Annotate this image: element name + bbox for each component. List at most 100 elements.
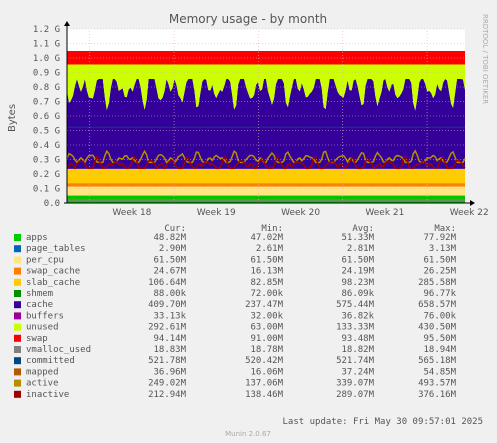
legend-swatch-mapped: [14, 368, 21, 376]
legend-value-cur: 33.13k: [153, 311, 186, 321]
legend-value-min: 18.78M: [250, 345, 283, 355]
x-tick-label: Week 22: [450, 208, 489, 218]
legend-value-cur: 212.94M: [148, 390, 187, 400]
legend-value-max: 26.25M: [423, 267, 456, 277]
y-tick-label: 0.7 G: [33, 98, 60, 108]
legend-value-min: 82.85M: [250, 278, 283, 288]
legend-value-cur: 249.02M: [148, 379, 187, 389]
area-unused: [67, 64, 465, 111]
legend-label-inactive: inactive: [26, 390, 69, 400]
legend-swatch-vmalloc-used: [14, 346, 21, 353]
legend-value-min: 72.00k: [250, 289, 283, 299]
legend-value-avg: 61.50M: [341, 255, 374, 265]
y-tick-label: 0.3 G: [33, 156, 60, 166]
x-tick-label: Week 20: [281, 208, 320, 218]
legend-value-min: 138.46M: [245, 390, 284, 400]
y-tick-label: 0.2 G: [33, 170, 60, 180]
legend-label-per-cpu: per_cpu: [26, 255, 64, 265]
legend-value-max: 376.16M: [418, 390, 457, 400]
legend-header-max: Max:: [434, 224, 456, 234]
chart-title: Memory usage - by month: [169, 12, 327, 26]
legend-value-cur: 88.00k: [153, 289, 186, 299]
legend-value-max: 54.85M: [423, 367, 456, 377]
legend-value-avg: 93.48M: [341, 334, 374, 344]
legend-label-shmem: shmem: [26, 289, 53, 299]
legend-label-apps: apps: [26, 233, 48, 243]
legend-value-min: 61.50M: [250, 255, 283, 265]
legend-value-max: 77.92M: [423, 233, 456, 243]
legend-value-max: 493.57M: [418, 379, 457, 389]
legend-value-cur: 36.96M: [153, 367, 186, 377]
legend-label-unused: unused: [26, 323, 59, 333]
legend-swatch-shmem: [14, 290, 21, 297]
legend-value-max: 430.50M: [418, 323, 457, 333]
legend-value-avg: 98.23M: [341, 278, 374, 288]
y-axis-arrow: [64, 21, 70, 26]
legend-label-vmalloc-used: vmalloc_used: [26, 345, 91, 355]
legend-swatch-buffers: [14, 312, 21, 320]
x-tick-label: Week 19: [197, 208, 236, 218]
legend-label-committed: committed: [26, 356, 75, 366]
legend-value-avg: 24.19M: [341, 267, 374, 277]
area-per-cpu: [67, 186, 465, 196]
y-tick-label: 1.0 G: [33, 54, 60, 64]
area-swap-cache: [67, 183, 465, 187]
legend-value-min: 91.00M: [250, 334, 283, 344]
legend-swatch-page-tables: [14, 245, 21, 253]
legend-value-min: 237.47M: [245, 300, 284, 310]
legend-value-max: 95.50M: [423, 334, 456, 344]
legend-value-avg: 339.07M: [336, 379, 375, 389]
x-tick-label: Week 18: [112, 208, 151, 218]
legend-label-page-tables: page_tables: [26, 244, 86, 254]
legend-value-min: 520.42M: [245, 356, 284, 366]
y-axis-ticks: 0.0 0.1 G 0.2 G 0.3 G 0.4 G 0.5 G 0.6 G 0.7 G 0.…: [33, 25, 60, 209]
area-slab-cache: [67, 168, 465, 184]
rrdtool-credit: RRDTOOL / TOBI OETIKER: [481, 14, 489, 104]
legend-value-min: 47.02M: [250, 233, 283, 243]
x-tick-label: Week 21: [365, 208, 404, 218]
legend-value-max: 76.00k: [423, 311, 456, 321]
legend: Cur: Min: Avg: Max: apps 48.82M 47.02M 51.3…: [14, 224, 457, 400]
legend-swatch-slab-cache: [14, 278, 21, 286]
legend-label-swap: swap: [26, 334, 48, 344]
legend-value-min: 32.00k: [250, 311, 283, 321]
legend-label-swap-cache: swap_cache: [26, 267, 80, 277]
legend-swatch-committed: [14, 357, 21, 365]
legend-value-cur: 24.67M: [153, 267, 186, 277]
legend-value-min: 63.00M: [250, 323, 283, 333]
legend-value-avg: 37.24M: [341, 367, 374, 377]
legend-label-slab-cache: slab_cache: [26, 278, 80, 288]
y-tick-label: 0.8 G: [33, 83, 60, 93]
legend-value-avg: 289.07M: [336, 390, 375, 400]
x-axis-arrow: [470, 200, 475, 206]
legend-swatch-apps: [14, 234, 21, 241]
legend-value-avg: 2.81M: [347, 244, 375, 254]
legend-value-cur: 106.64M: [148, 278, 187, 288]
legend-value-avg: 51.33M: [341, 233, 374, 243]
legend-value-avg: 133.33M: [336, 323, 375, 333]
legend-value-min: 2.61M: [256, 244, 284, 254]
legend-value-min: 137.06M: [245, 379, 284, 389]
legend-swatch-inactive: [14, 390, 21, 398]
legend-swatch-cache: [14, 301, 21, 309]
legend-header-min: Min:: [261, 224, 283, 234]
legend-swatch-swap-cache: [14, 267, 21, 275]
y-tick-label: 1.1 G: [33, 40, 60, 50]
legend-value-max: 658.57M: [418, 300, 457, 310]
y-tick-label: 1.2 G: [33, 25, 60, 35]
legend-header-cur: Cur:: [164, 224, 186, 234]
legend-value-max: 96.77k: [423, 289, 456, 299]
legend-label-mapped: mapped: [26, 367, 59, 377]
legend-label-cache: cache: [26, 300, 53, 310]
y-axis-label: Bytes: [7, 104, 18, 132]
legend-swatch-active: [14, 379, 21, 387]
legend-value-cur: 61.50M: [153, 255, 186, 265]
legend-value-cur: 48.82M: [153, 233, 186, 243]
legend-value-avg: 521.74M: [336, 356, 375, 366]
legend-value-cur: 2.90M: [159, 244, 187, 254]
legend-value-max: 3.13M: [429, 244, 457, 254]
legend-swatch-swap: [14, 334, 21, 342]
y-tick-label: 0.0: [44, 199, 60, 209]
legend-value-cur: 409.70M: [148, 300, 187, 310]
